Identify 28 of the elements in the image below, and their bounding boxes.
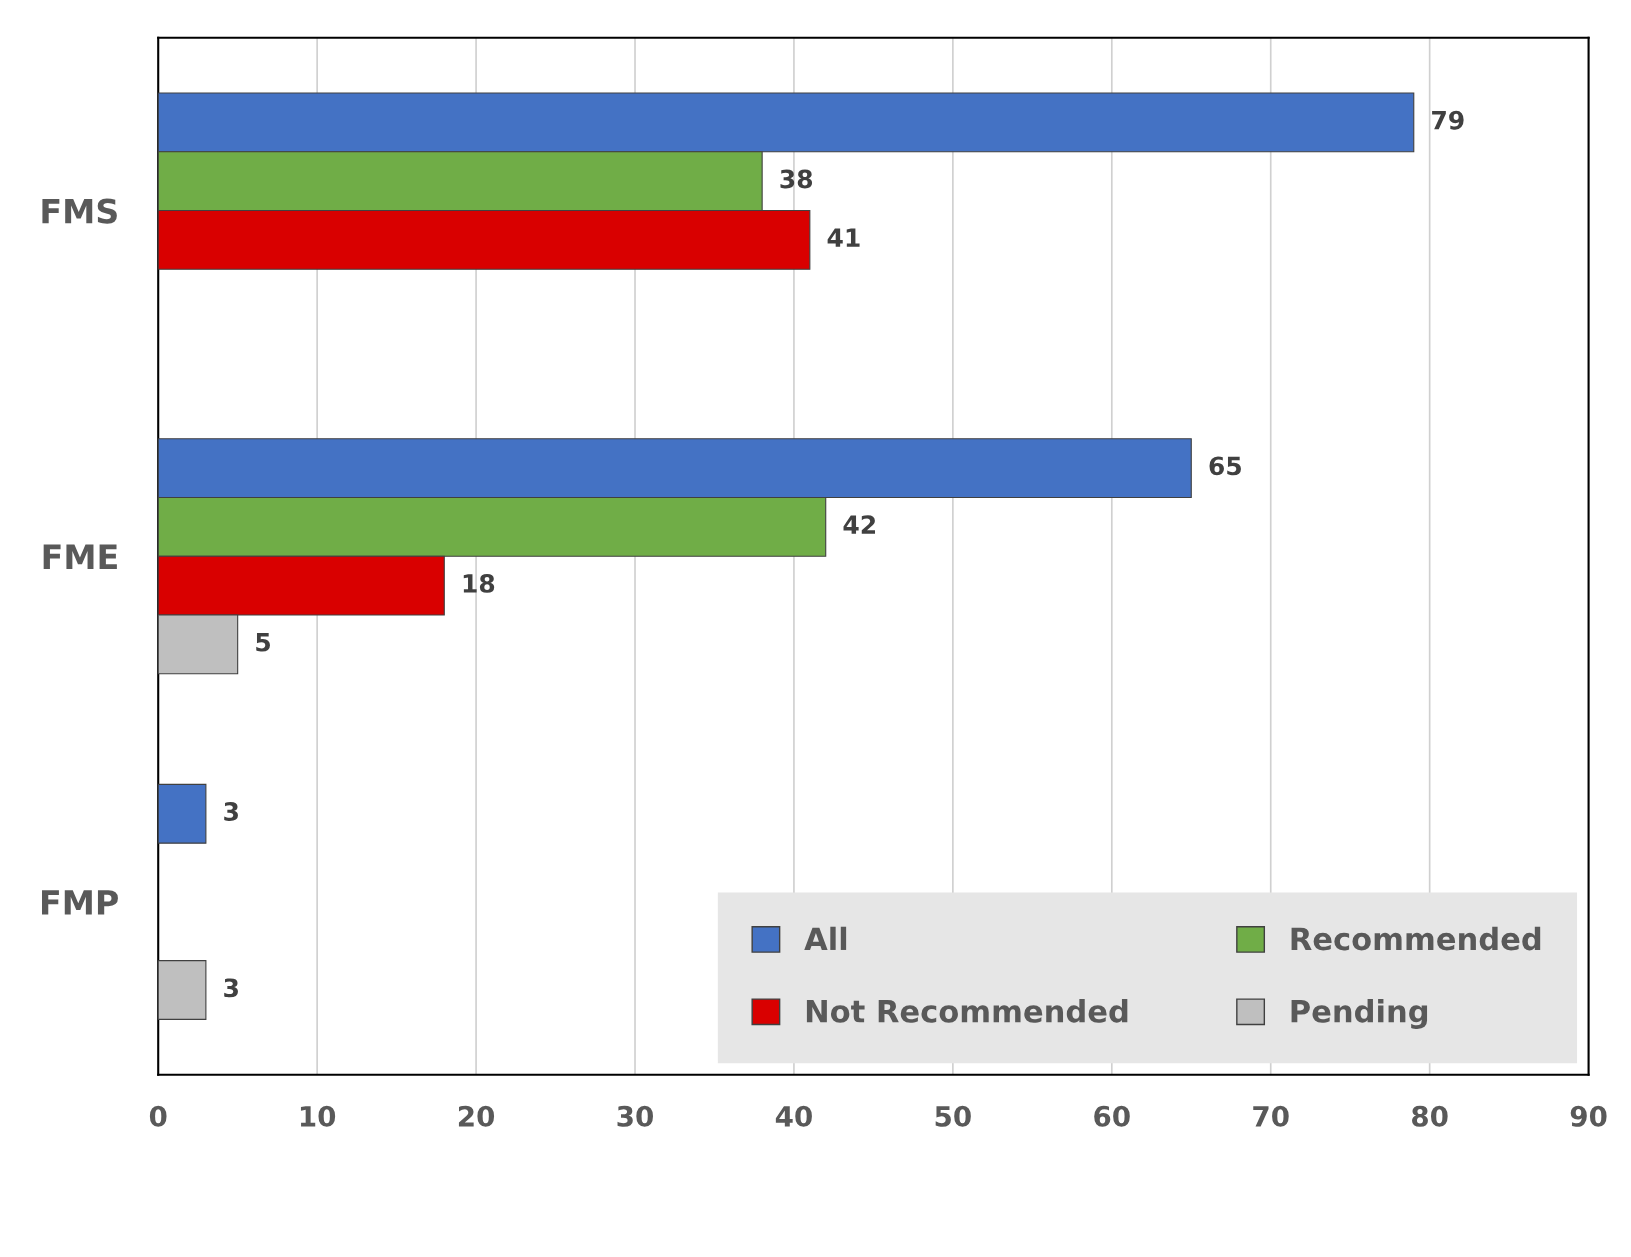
x-tick-label: 50: [935, 1105, 971, 1127]
legend-label: Pending: [1291, 999, 1428, 1029]
y-tick-label: FME: [43, 544, 117, 569]
data-label: 38: [780, 169, 813, 189]
data-label: 18: [463, 573, 495, 593]
y-tick-label: FMS: [42, 198, 117, 224]
data-label: 5: [256, 633, 270, 652]
x-tick-label: 10: [300, 1105, 336, 1127]
data-label: 42: [843, 515, 876, 534]
x-tick-label: 90: [1570, 1105, 1607, 1127]
bar: [158, 960, 207, 1020]
legend-label: Recommended: [1291, 926, 1541, 951]
data-label: 3: [224, 802, 238, 821]
data-label: 79: [1432, 110, 1464, 130]
y-tick-label: FMP: [42, 890, 118, 915]
data-label: 3: [224, 978, 238, 998]
legend-label: Not Recommended: [806, 999, 1128, 1023]
legend-label: All: [804, 926, 847, 950]
x-tick-label: 40: [775, 1105, 812, 1127]
x-tick-label: 70: [1253, 1105, 1289, 1127]
data-label: 41: [827, 228, 860, 247]
data-label: 65: [1209, 456, 1241, 476]
x-tick-label: 80: [1412, 1105, 1448, 1127]
bar: [158, 783, 207, 844]
x-tick-label: 0: [149, 1105, 167, 1127]
x-tick-label: 30: [617, 1105, 653, 1127]
x-tick-label: 20: [458, 1105, 495, 1127]
x-tick-label: 60: [1094, 1105, 1130, 1127]
